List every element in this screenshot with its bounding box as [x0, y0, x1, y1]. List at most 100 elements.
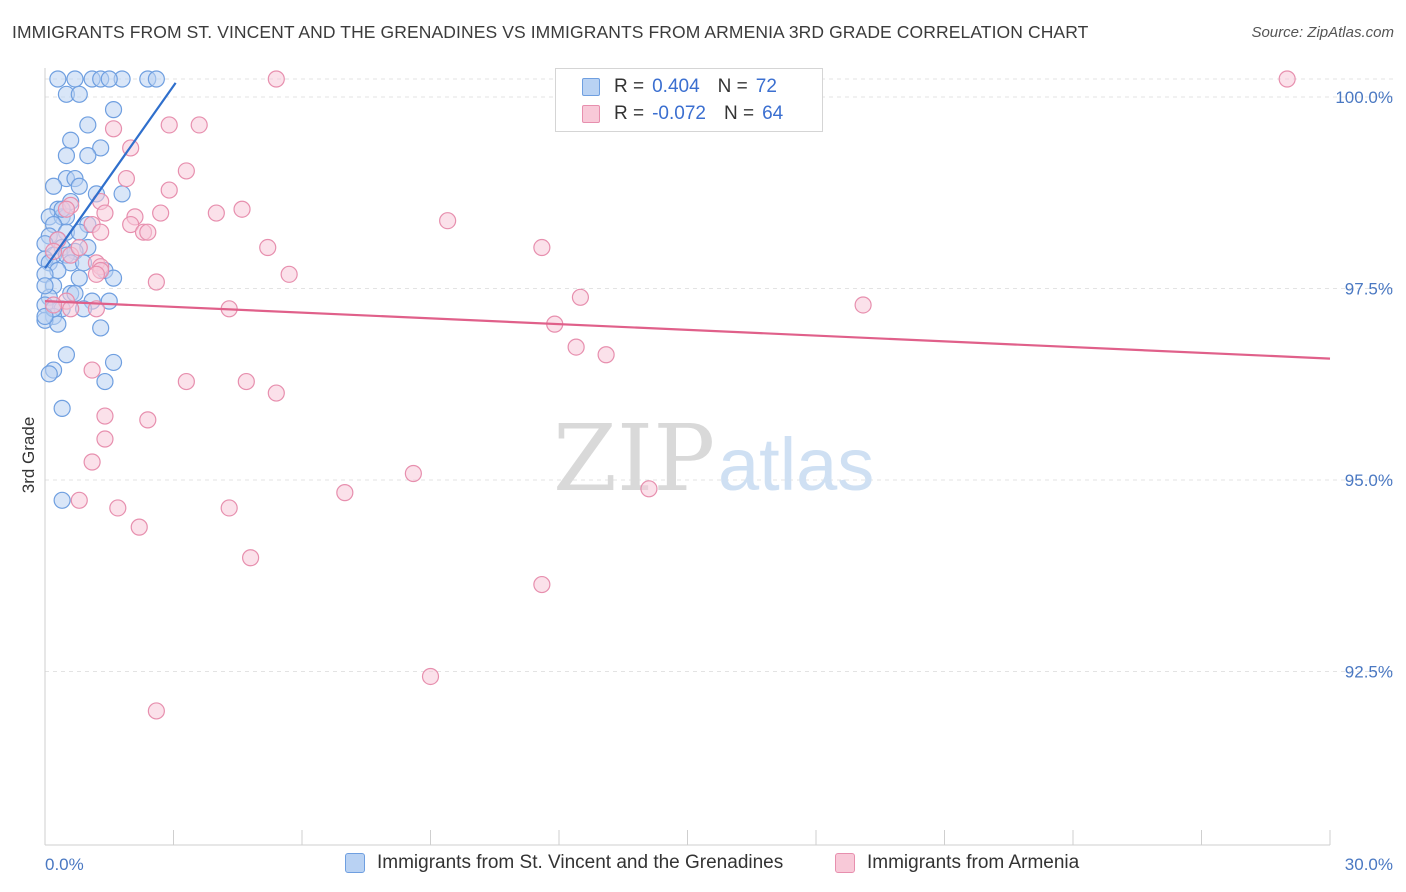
point-armenia [130, 518, 148, 536]
source-credit: Source: ZipAtlas.com [1251, 24, 1394, 41]
point-vincent [96, 372, 114, 391]
point-armenia [109, 499, 127, 517]
point-vincent [79, 116, 97, 134]
point-armenia [1278, 70, 1296, 88]
point-vincent [92, 319, 110, 337]
point-armenia [160, 116, 178, 134]
point-armenia [567, 338, 585, 356]
point-armenia [87, 265, 106, 283]
point-armenia [533, 238, 551, 257]
point-armenia [571, 288, 590, 306]
point-vincent [49, 70, 67, 88]
point-vincent [100, 70, 118, 88]
point-vincent [53, 491, 71, 509]
point-vincent [70, 269, 88, 287]
point-armenia [177, 162, 195, 180]
point-armenia [96, 430, 114, 448]
point-armenia [242, 549, 260, 567]
watermark-zip: ZIP [553, 405, 715, 512]
point-armenia [147, 273, 165, 291]
watermark: ZIP atlas [553, 405, 874, 512]
series-legend-vincent[interactable]: Immigrants from St. Vincent and the Gren… [345, 852, 783, 874]
x-tick-labels: 0.0% 30.0% [45, 855, 1393, 874]
point-armenia [177, 372, 195, 391]
point-vincent [147, 70, 165, 88]
legend-row-armenia: R = -0.072 N = 64 [582, 101, 783, 127]
y-tick-label: 95.0% [1345, 471, 1393, 490]
legend-r-value: -0.072 [652, 103, 706, 124]
point-vincent [104, 269, 123, 287]
point-vincent [57, 147, 76, 165]
point-armenia [237, 372, 255, 391]
point-armenia [597, 346, 615, 364]
point-armenia [62, 300, 80, 318]
point-armenia [122, 215, 140, 234]
point-vincent [36, 307, 54, 326]
point-armenia [160, 181, 178, 199]
point-armenia [207, 204, 225, 222]
point-armenia [139, 223, 157, 241]
legend-row-vincent: R = 0.404 N = 72 [582, 74, 777, 100]
point-armenia [421, 667, 440, 686]
point-armenia [139, 411, 157, 429]
legend-n-value: 64 [762, 103, 784, 124]
trend-line-armenia [44, 300, 1331, 360]
axes [44, 68, 1331, 846]
series-legend-armenia[interactable]: Immigrants from Armenia [835, 852, 1079, 874]
point-vincent [66, 70, 84, 88]
point-vincent [40, 365, 58, 383]
legend-n-label: N = [723, 103, 755, 124]
point-armenia [70, 238, 88, 257]
point-vincent [79, 147, 97, 165]
point-vincent [70, 177, 88, 195]
legend-r-label: R = [614, 76, 645, 97]
series-swatch-armenia [835, 853, 855, 873]
point-armenia [267, 70, 285, 88]
point-vincent [104, 101, 123, 119]
point-vincent [104, 353, 123, 372]
legend-r-label: R = [614, 103, 645, 124]
legend-n-label: N = [717, 76, 748, 97]
point-armenia [220, 499, 238, 517]
point-armenia [83, 453, 101, 471]
point-vincent [62, 131, 80, 149]
point-armenia [44, 242, 63, 260]
series-label-vincent: Immigrants from St. Vincent and the Gren… [377, 852, 784, 873]
point-armenia [854, 296, 872, 314]
series-swatch-vincent [345, 853, 365, 873]
point-vincent [70, 85, 88, 103]
x-tick-label: 30.0% [1345, 855, 1393, 874]
y-tick-label: 92.5% [1345, 663, 1393, 682]
point-vincent [44, 177, 63, 195]
legend-swatch-armenia [582, 105, 600, 123]
point-armenia [70, 491, 88, 509]
point-vincent [53, 399, 71, 417]
legend-swatch-vincent [582, 78, 600, 96]
point-armenia [336, 484, 354, 502]
data-points [36, 70, 1296, 720]
point-armenia [267, 384, 285, 402]
point-armenia [404, 464, 422, 483]
point-armenia [233, 200, 251, 218]
point-vincent [113, 185, 131, 203]
point-armenia [57, 200, 76, 218]
trend-line-vincent [44, 82, 177, 269]
point-armenia [533, 575, 551, 594]
point-vincent [36, 277, 54, 295]
point-armenia [152, 204, 170, 222]
y-tick-label: 100.0% [1335, 88, 1393, 107]
point-armenia [96, 204, 114, 222]
y-axis-label: 3rd Grade [19, 417, 38, 494]
point-armenia [96, 407, 114, 425]
chart-title: IMMIGRANTS FROM ST. VINCENT AND THE GREN… [12, 22, 1089, 42]
point-armenia [92, 223, 110, 241]
trend-lines [44, 82, 1331, 360]
point-vincent [92, 139, 110, 157]
series-label-armenia: Immigrants from Armenia [867, 852, 1080, 873]
point-armenia [280, 265, 298, 283]
point-armenia [83, 361, 101, 379]
point-armenia [104, 120, 123, 138]
watermark-atlas: atlas [718, 423, 874, 506]
point-armenia [117, 169, 135, 188]
